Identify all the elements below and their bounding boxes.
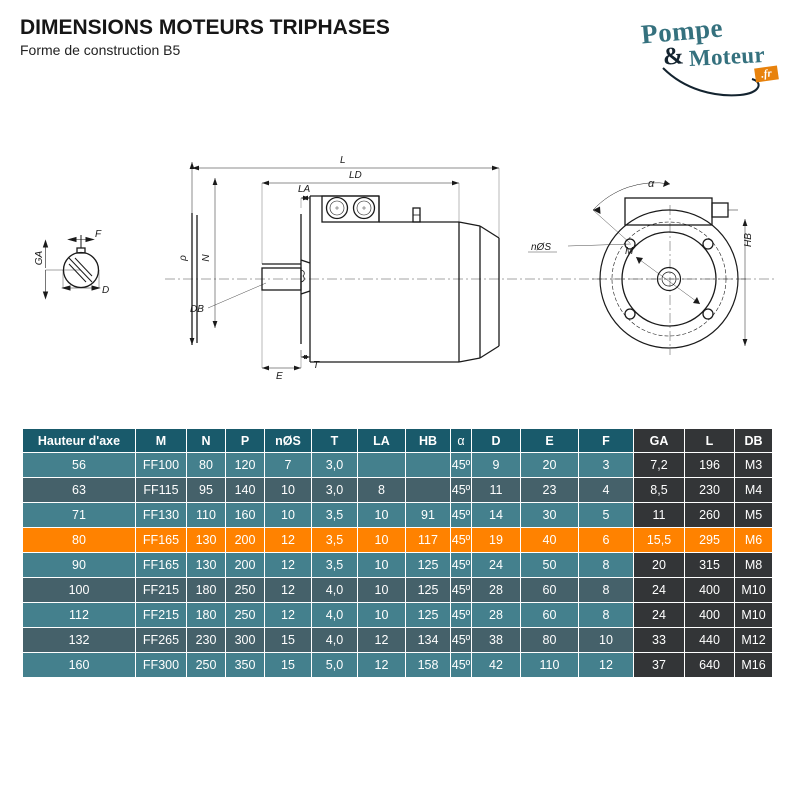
svg-text:N: N bbox=[201, 254, 212, 262]
svg-text:E: E bbox=[276, 371, 283, 382]
svg-text:L: L bbox=[340, 155, 346, 166]
svg-text:T: T bbox=[313, 360, 320, 371]
svg-text:nØS: nØS bbox=[531, 242, 551, 253]
svg-text:GA: GA bbox=[34, 250, 45, 265]
svg-text:D: D bbox=[102, 285, 109, 296]
svg-text:LD: LD bbox=[349, 170, 362, 181]
svg-text:LA: LA bbox=[298, 184, 311, 195]
svg-text:α: α bbox=[648, 178, 655, 190]
svg-text:ρ: ρ bbox=[178, 255, 189, 262]
svg-text:M: M bbox=[625, 246, 634, 257]
svg-text:F: F bbox=[95, 229, 102, 240]
svg-text:HB: HB bbox=[743, 233, 754, 247]
svg-text:DB: DB bbox=[190, 304, 204, 315]
